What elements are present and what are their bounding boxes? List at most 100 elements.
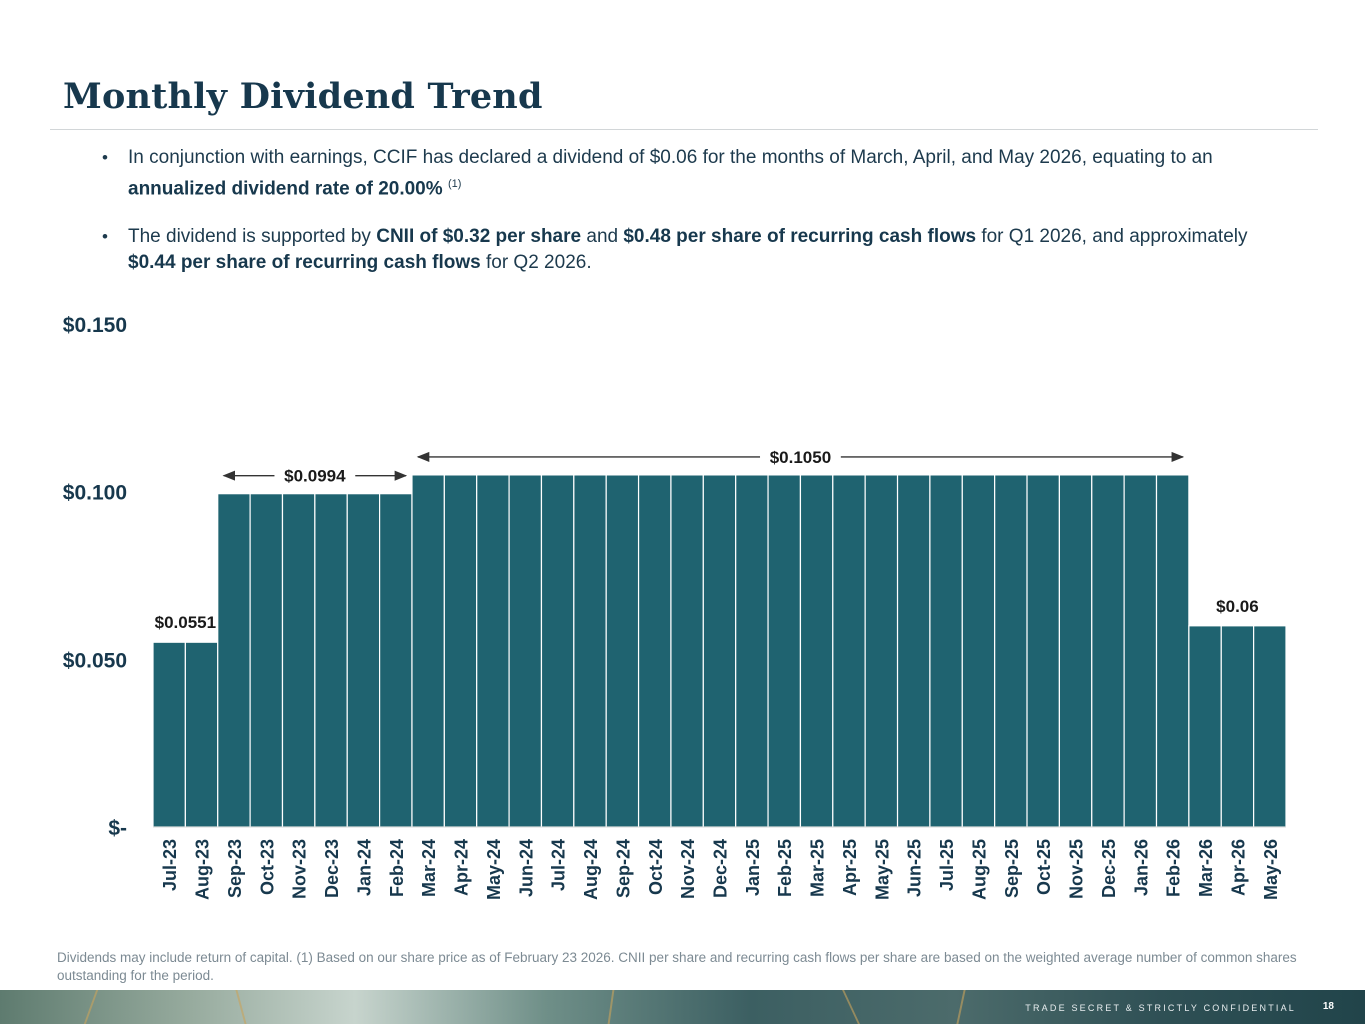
bar-oct-24: [637, 474, 672, 828]
x-tick-label: Oct-24: [646, 839, 666, 895]
title-divider: [50, 129, 1318, 130]
x-tick-label: Jun-25: [905, 839, 925, 897]
bullet-2-bold-c: $0.44 per share of recurring cash flows: [128, 252, 481, 274]
bullet-2-bold-b: $0.48 per share of recurring cash flows: [623, 226, 977, 248]
bar-mar-25: [799, 474, 834, 828]
bullet-1-text: In conjunction with earnings, CCIF has d…: [128, 147, 1213, 168]
x-tick-label: Jul-24: [549, 839, 569, 891]
bar-nov-25: [1058, 474, 1093, 828]
bar-feb-24: [379, 493, 413, 828]
bar-may-25: [864, 474, 899, 828]
x-tick-label: Jul-25: [937, 839, 957, 891]
bar-aug-23: [184, 641, 219, 828]
x-tick-label: Feb-26: [1164, 839, 1184, 897]
bar-aug-24: [573, 474, 607, 828]
x-tick-label: Apr-25: [840, 839, 860, 896]
bullet-2-text-b: and: [581, 226, 624, 248]
bar-feb-26: [1155, 474, 1190, 828]
bullet-dividend-declaration: In conjunction with earnings, CCIF has d…: [100, 145, 1300, 202]
annotation-label: $0.0551: [155, 613, 216, 632]
bar-jul-24: [540, 474, 575, 828]
annotation-label: $0.0994: [284, 467, 346, 486]
x-tick-label: Dec-25: [1099, 839, 1119, 898]
bar-oct-23: [249, 493, 284, 828]
bar-apr-24: [443, 474, 478, 828]
bar-may-26: [1253, 625, 1287, 828]
x-tick-label: Jun-24: [516, 839, 536, 897]
bar-jan-24: [346, 493, 381, 828]
x-tick-label: Jul-23: [160, 839, 180, 891]
bullet-2-text-d: for Q2 2026.: [480, 252, 592, 274]
x-tick-label: Sep-24: [613, 839, 633, 898]
bar-sep-25: [994, 474, 1028, 828]
x-tick-label: Aug-23: [193, 839, 213, 900]
x-tick-label: Aug-25: [969, 839, 989, 900]
y-tick-label: $-: [108, 817, 127, 840]
bar-dec-24: [702, 474, 737, 828]
confidentiality-notice: TRADE SECRET & STRICTLY CONFIDENTIAL: [1025, 1003, 1296, 1013]
x-tick-label: Mar-24: [419, 839, 439, 897]
x-tick-label: May-26: [1261, 839, 1281, 900]
x-tick-label: Jan-25: [743, 839, 763, 896]
bullet-list: In conjunction with earnings, CCIF has d…: [100, 145, 1300, 276]
x-tick-label: Mar-25: [808, 839, 828, 897]
value-annotations: $0.0551 $0.0994 $0.1050 $0.06: [155, 448, 1259, 632]
bar-group: [152, 474, 1287, 828]
bar-jan-26: [1123, 474, 1158, 828]
x-tick-label: Feb-24: [387, 839, 407, 897]
x-tick-label: Apr-24: [452, 839, 472, 896]
x-tick-label: Sep-23: [225, 839, 245, 898]
x-tick-label: Feb-25: [775, 839, 795, 897]
x-axis-labels: Jul-23 Aug-23 Sep-23 Oct-23 Nov-23 Dec-23 Jan-…: [160, 839, 1281, 900]
bar-jan-25: [735, 474, 769, 828]
bullet-2-text-c: for Q1 2026, and approximately: [976, 226, 1248, 248]
y-tick-label: $0.050: [63, 649, 127, 672]
y-tick-label: $0.150: [63, 314, 127, 337]
bar-feb-25: [767, 474, 802, 828]
x-tick-label: Jan-24: [354, 839, 374, 896]
x-tick-label: Oct-25: [1034, 839, 1054, 895]
x-tick-label: Dec-23: [322, 839, 342, 898]
bar-jun-24: [508, 474, 543, 828]
bar-nov-24: [670, 474, 704, 828]
y-tick-label: $0.100: [63, 482, 127, 505]
bar-apr-26: [1220, 625, 1255, 828]
annotation-label: $0.1050: [770, 448, 831, 467]
bar-apr-25: [832, 474, 866, 828]
x-tick-label: Nov-25: [1067, 839, 1087, 899]
page-number: 18: [1322, 1001, 1334, 1012]
bar-aug-25: [961, 474, 996, 828]
x-tick-label: Oct-23: [257, 839, 277, 895]
bar-oct-25: [1026, 474, 1061, 828]
bar-dec-23: [314, 493, 348, 828]
footnote: Dividends may include return of capital.…: [57, 950, 1297, 983]
x-tick-label: Nov-24: [678, 839, 698, 899]
x-tick-label: Dec-24: [711, 839, 731, 898]
bar-dec-25: [1091, 474, 1125, 828]
dividend-bar-chart: $- $0.050 $0.100 $0.150 Jul-23 Aug-23 Sep-23 O…: [63, 314, 1287, 900]
y-axis: $- $0.050 $0.100 $0.150: [63, 314, 127, 840]
bar-nov-23: [281, 493, 316, 828]
bar-sep-24: [605, 474, 640, 828]
x-tick-label: Nov-23: [290, 839, 310, 899]
bullet-2-text-a: The dividend is supported by: [128, 226, 377, 248]
bullet-1-bold: annualized dividend rate of 20.00%: [128, 178, 443, 200]
page-title: Monthly Dividend Trend: [63, 76, 543, 117]
x-tick-label: May-24: [484, 839, 504, 900]
bar-jul-25: [929, 474, 963, 828]
bar-jun-25: [896, 474, 931, 828]
bar-sep-23: [217, 493, 251, 828]
annotation-label: $0.06: [1216, 597, 1259, 616]
footer-band: [0, 990, 1365, 1024]
x-tick-label: Aug-24: [581, 839, 601, 900]
x-tick-label: Sep-25: [1002, 839, 1022, 898]
x-tick-label: Mar-26: [1196, 839, 1216, 897]
bar-jul-23: [152, 641, 186, 828]
x-tick-label: Apr-26: [1228, 839, 1248, 896]
bar-mar-26: [1188, 625, 1222, 828]
x-tick-label: May-25: [872, 839, 892, 900]
bar-mar-24: [411, 474, 445, 828]
footnote-ref: (1): [447, 178, 462, 190]
bullet-dividend-support: The dividend is supported by CNII of $0.…: [100, 224, 1300, 276]
bar-may-24: [476, 474, 510, 828]
